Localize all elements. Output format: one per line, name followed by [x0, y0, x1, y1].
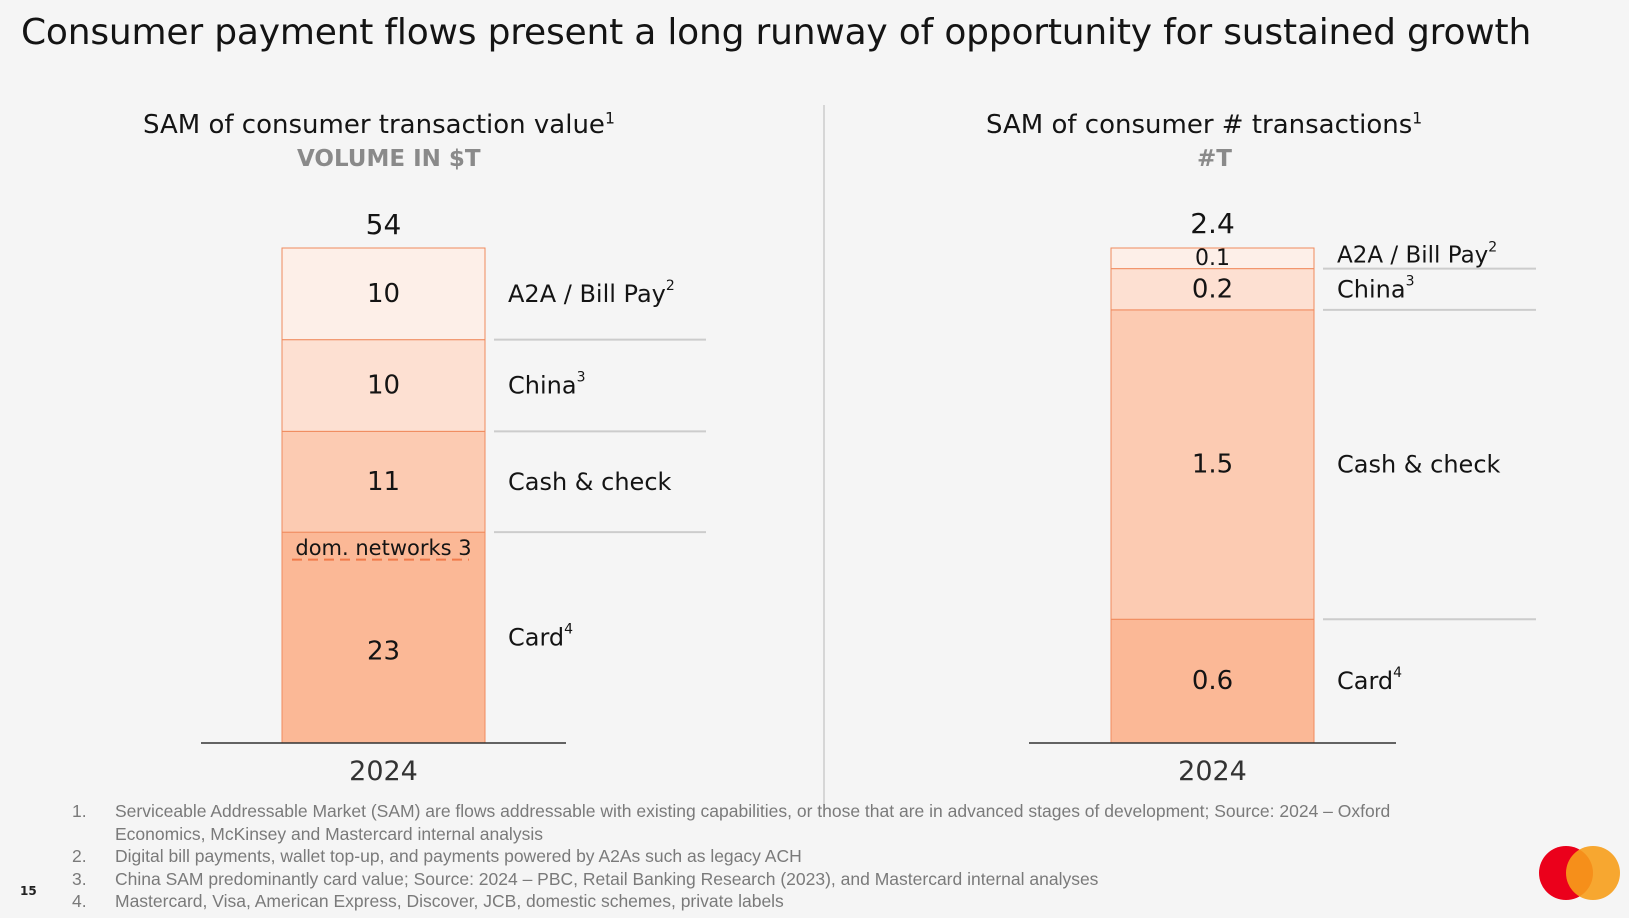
legend-sup-china: 3: [577, 370, 586, 386]
value-label-card: 0.6: [1192, 666, 1233, 696]
bar-segment-china: [1110, 268, 1315, 311]
value-label-card: 23: [367, 636, 400, 666]
bar-segment-card: [281, 531, 486, 744]
footnote-4: 4. Mastercard, Visa, American Express, Di…: [72, 891, 784, 911]
value-label-cash-check: 11: [367, 467, 400, 497]
total-label: 2.4: [1190, 207, 1235, 240]
legend-sup-china: 3: [1406, 273, 1415, 289]
footnote-1: 1. Serviceable Addressable Market (SAM) a…: [72, 801, 1391, 844]
chart-2-title: SAM of consumer # transactions1: [986, 109, 1423, 140]
legend-label-card: Card4: [508, 622, 573, 652]
chart-transaction-count: 0.6 Card4 1.5 Cash & check 0.2 China3 0.1 A2A /…: [1029, 207, 1536, 787]
panel-divider: [823, 105, 825, 805]
legend-sup-a2a-bill-pay: 2: [666, 278, 675, 294]
mastercard-logo: [1539, 846, 1620, 900]
legend-label-a2a-bill-pay: A2A / Bill Pay2: [508, 278, 675, 308]
chart-1-title: SAM of consumer transaction value1: [143, 109, 615, 140]
legend-sup-a2a-bill-pay: 2: [1488, 239, 1497, 255]
bar-segment-cash-check: [281, 430, 486, 533]
legend-label-china: China3: [508, 370, 585, 400]
bar-segment-a2a-bill-pay: [281, 247, 486, 341]
total-label: 54: [366, 208, 402, 241]
value-label-cash-check: 1.5: [1192, 450, 1233, 480]
dom-networks-label: dom. networks 3: [295, 536, 471, 560]
legend-sup-card: 4: [564, 622, 573, 638]
legend-label-cash-check: Cash & check: [508, 468, 672, 496]
x-tick-label-2024: 2024: [1178, 756, 1247, 787]
legend-sup-card: 4: [1393, 665, 1402, 681]
bar-segment-a2a-bill-pay: [1110, 247, 1315, 270]
legend-label-a2a-bill-pay: A2A / Bill Pay2: [1337, 239, 1497, 268]
bar-segment-card: [1110, 618, 1315, 744]
chart-2-subtitle: #T: [1197, 146, 1232, 172]
legend-label-china: China3: [1337, 273, 1414, 303]
chart-1-subtitle: VOLUME IN $T: [297, 146, 481, 172]
footnote-3: 3. China SAM predominantly card value; So…: [72, 868, 1099, 889]
bar-segment-cash-check: [1110, 309, 1315, 620]
x-tick-label-2024: 2024: [349, 756, 418, 787]
value-label-china: 10: [367, 371, 400, 401]
legend-label-card: Card4: [1337, 665, 1402, 695]
logo-orange-circle: [1566, 846, 1620, 900]
footnote-2: 2. Digital bill payments, wallet top-up, …: [72, 846, 802, 866]
footnotes: 1. Serviceable Addressable Market (SAM) a…: [72, 800, 1432, 913]
page-number: 15: [20, 884, 37, 898]
value-label-a2a-bill-pay: 0.1: [1195, 246, 1230, 271]
legend-label-cash-check: Cash & check: [1337, 451, 1501, 479]
page-title: Consumer payment flows present a long ru…: [21, 12, 1532, 53]
value-label-china: 0.2: [1192, 274, 1233, 304]
value-label-a2a-bill-pay: 10: [367, 279, 400, 309]
